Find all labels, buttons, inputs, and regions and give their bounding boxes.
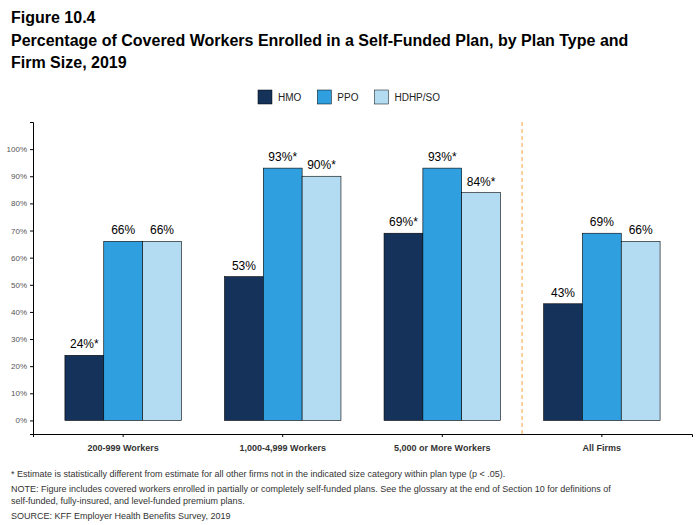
data-label: 66% xyxy=(629,223,653,237)
y-tick-label: 20% xyxy=(11,362,27,371)
y-tick-mark xyxy=(30,420,33,421)
y-tick: 20% xyxy=(11,362,33,371)
x-tick: 1,000-4,999 Workers xyxy=(240,434,326,453)
y-tick-label: 70% xyxy=(11,227,27,236)
data-labels: 24%* 53% 69%* 43% 66% 93%* 93%* 69% 66% 90%* 84%* 6… xyxy=(70,150,653,351)
y-tick-mark xyxy=(30,339,33,340)
y-tick: 100% xyxy=(7,145,33,154)
bar xyxy=(544,304,583,421)
y-tick-mark xyxy=(30,258,33,259)
background xyxy=(0,0,698,525)
x-tick: 200-999 Workers xyxy=(87,434,158,453)
y-tick-mark xyxy=(30,203,33,204)
x-tick-label: 1,000-4,999 Workers xyxy=(240,443,326,453)
bar xyxy=(143,241,182,420)
y-tick: 0% xyxy=(15,416,33,425)
x-tick-label: All Firms xyxy=(583,443,622,453)
data-label: 24%* xyxy=(70,337,99,351)
y-tick-label: 30% xyxy=(11,335,27,344)
y-tick: 10% xyxy=(11,389,33,398)
data-label: 43% xyxy=(551,286,575,300)
y-axis: 0% 10% 20% 30% 40% 50% 60% 70% 80% 90% 100% xyxy=(7,123,34,435)
y-tick-label: 60% xyxy=(11,254,27,263)
legend-swatch xyxy=(317,90,331,104)
legend: HMO PPO HDHP/SO xyxy=(258,90,440,104)
text-line: * Estimate is statistically different fr… xyxy=(11,469,505,479)
y-tick-mark xyxy=(30,285,33,286)
legend-item: PPO xyxy=(317,90,358,104)
y-tick-label: 80% xyxy=(11,199,27,208)
x-tick: All Firms xyxy=(583,434,622,453)
x-tick-label: 200-999 Workers xyxy=(87,443,158,453)
data-label: 66% xyxy=(111,223,135,237)
y-tick: 80% xyxy=(11,199,33,208)
y-axis-line xyxy=(30,123,34,435)
bar xyxy=(302,176,341,420)
separator xyxy=(522,122,523,434)
y-tick-mark xyxy=(30,312,33,313)
text-line: NOTE: Figure includes covered workers en… xyxy=(11,484,611,494)
y-tick-mark xyxy=(30,231,33,232)
x-tick-mark xyxy=(123,434,124,437)
footnote: NOTE: Figure includes covered workers en… xyxy=(11,484,611,506)
y-tick-label: 40% xyxy=(11,308,27,317)
y-tick: 70% xyxy=(11,227,33,236)
x-axis: 200-999 Workers 1,000-4,999 Workers 5,000 … xyxy=(34,434,693,453)
y-tick: 90% xyxy=(11,172,33,181)
text-line: Percentage of Covered Workers Enrolled i… xyxy=(11,32,628,49)
y-tick: 30% xyxy=(11,335,33,344)
subtitle: Percentage of Covered Workers Enrolled i… xyxy=(11,32,628,71)
data-label: 66% xyxy=(150,223,174,237)
y-tick: 50% xyxy=(11,281,33,290)
y-tick-mark xyxy=(30,149,33,150)
text-line: self-funded, fully-insured, and level-fu… xyxy=(11,496,245,506)
legend-label: PPO xyxy=(337,92,358,103)
footnote: * Estimate is statistically different fr… xyxy=(11,469,505,479)
bars xyxy=(65,168,660,420)
bar xyxy=(423,168,462,420)
y-tick-label: 50% xyxy=(11,281,27,290)
bar xyxy=(582,233,621,420)
data-label: 69% xyxy=(590,215,614,229)
title: Figure 10.4 xyxy=(11,9,96,26)
legend-item: HMO xyxy=(258,90,302,104)
y-tick-label: 0% xyxy=(15,416,27,425)
bar xyxy=(384,233,423,420)
data-label: 90%* xyxy=(307,158,336,172)
y-tick-label: 100% xyxy=(7,145,27,154)
x-tick-mark xyxy=(442,434,443,437)
footnote: SOURCE: KFF Employer Health Benefits Sur… xyxy=(11,511,230,521)
bar xyxy=(263,168,302,420)
text-line: SOURCE: KFF Employer Health Benefits Sur… xyxy=(11,511,230,521)
x-tick-label: 5,000 or More Workers xyxy=(394,443,490,453)
y-tick-label: 90% xyxy=(11,172,27,181)
bar xyxy=(224,277,263,421)
y-tick-mark xyxy=(30,366,33,367)
bar xyxy=(65,355,104,420)
bar xyxy=(621,241,660,420)
y-tick: 40% xyxy=(11,308,33,317)
data-label: 84%* xyxy=(467,175,496,189)
data-label: 93%* xyxy=(268,150,297,164)
bar xyxy=(462,193,501,421)
data-label: 93%* xyxy=(428,150,457,164)
legend-label: HMO xyxy=(278,92,302,103)
legend-item: HDHP/SO xyxy=(374,90,440,104)
bar xyxy=(104,241,143,420)
y-tick: 60% xyxy=(11,254,33,263)
y-tick-mark xyxy=(30,176,33,177)
y-tick-mark xyxy=(30,393,33,394)
x-tick: 5,000 or More Workers xyxy=(394,434,490,453)
x-tick-mark xyxy=(282,434,283,437)
legend-swatch xyxy=(374,90,388,104)
chart: Figure 10.4 Percentage of Covered Workers… xyxy=(0,0,698,525)
legend-label: HDHP/SO xyxy=(394,92,440,103)
y-tick-label: 10% xyxy=(11,389,27,398)
legend-swatch xyxy=(258,90,272,104)
text-line: Firm Size, 2019 xyxy=(11,54,127,71)
data-label: 69%* xyxy=(389,215,418,229)
x-tick-mark xyxy=(601,434,602,437)
x-axis-line xyxy=(34,435,693,438)
data-label: 53% xyxy=(232,259,256,273)
